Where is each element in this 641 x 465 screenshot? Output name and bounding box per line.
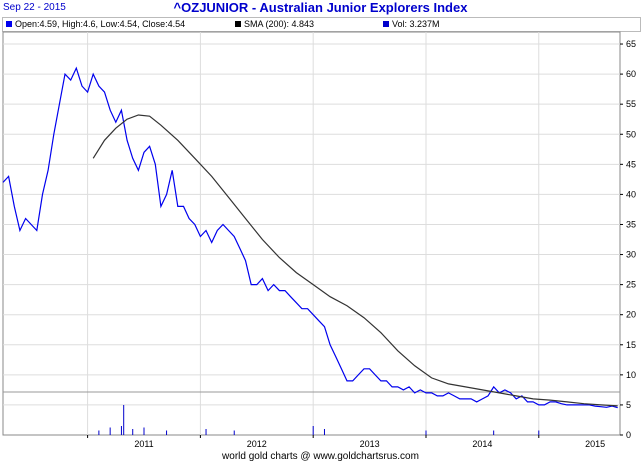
legend-sma: SMA (200): 4.843 — [235, 19, 314, 30]
x-axis-ticks: 2011 2012 2013 2014 2015 — [87, 435, 605, 449]
legend-volume-text: Vol: 3.237M — [392, 19, 440, 29]
y-tick-label: 45 — [626, 159, 636, 169]
volume-swatch-icon — [383, 21, 389, 27]
y-tick-label: 50 — [626, 129, 636, 139]
y-tick-label: 25 — [626, 280, 636, 290]
legend-ohlc: Open:4.59, High:4.6, Low:4.54, Close:4.5… — [6, 19, 185, 30]
y-tick-label: 30 — [626, 250, 636, 260]
y-tick-label: 55 — [626, 99, 636, 109]
y-tick-label: 5 — [626, 400, 631, 410]
y-tick-label: 15 — [626, 340, 636, 350]
price-swatch-icon — [6, 21, 12, 27]
sma-swatch-icon — [235, 21, 241, 27]
y-tick-label: 20 — [626, 310, 636, 320]
grid-lines — [3, 32, 620, 435]
x-tick-label: 2013 — [360, 439, 380, 449]
chart-date: Sep 22 - 2015 — [3, 2, 66, 13]
y-tick-label: 40 — [626, 189, 636, 199]
volume-bars — [98, 405, 540, 435]
y-tick-label: 65 — [626, 39, 636, 49]
x-tick-label: 2011 — [134, 439, 153, 449]
y-tick-label: 60 — [626, 69, 636, 79]
price-series-line — [2, 66, 618, 409]
chart-title: ^OZJUNIOR - Australian Junior Explorers … — [173, 0, 468, 15]
y-tick-label: 0 — [626, 430, 631, 440]
y-tick-label: 35 — [626, 219, 636, 229]
y-axis-ticks: 0 5 10 15 20 25 30 35 40 45 50 55 60 65 — [620, 39, 636, 440]
sma-series-line — [92, 114, 618, 407]
x-tick-label: 2012 — [247, 439, 267, 449]
legend-ohlc-text: Open:4.59, High:4.6, Low:4.54, Close:4.5… — [15, 19, 186, 29]
x-tick-label: 2015 — [585, 439, 605, 449]
plot-area — [2, 31, 621, 436]
legend-sma-text: SMA (200): 4.843 — [244, 19, 315, 29]
chart-footer: world gold charts @ www.goldchartsrus.co… — [222, 451, 419, 462]
x-tick-label: 2014 — [472, 439, 492, 449]
y-tick-label: 10 — [626, 370, 636, 380]
legend-volume: Vol: 3.237M — [383, 19, 440, 30]
